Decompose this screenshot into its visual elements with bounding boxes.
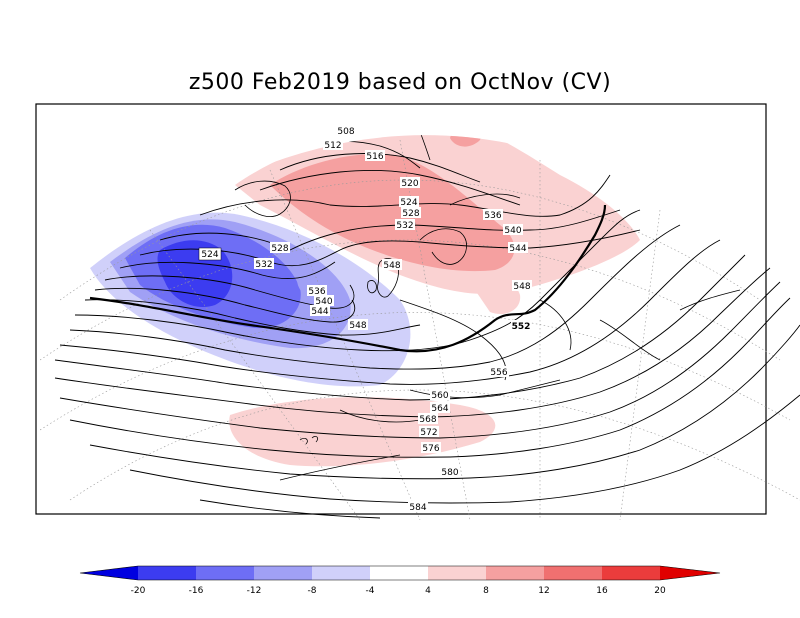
svg-text:532: 532: [255, 260, 272, 270]
contour-label: 560: [430, 389, 450, 401]
contour-label: 532: [395, 219, 415, 231]
colorbar-left-triangle: [80, 566, 138, 580]
contour-labels: 508 512 516 520 524 528 532 536 540 544 …: [198, 125, 532, 513]
svg-text:532: 532: [396, 221, 413, 231]
svg-text:540: 540: [504, 226, 521, 236]
contour-label: 528: [270, 242, 290, 254]
positive-anomaly: [270, 154, 515, 272]
contour-label: 584: [408, 501, 428, 513]
contour-label: 524: [399, 196, 419, 208]
svg-text:548: 548: [383, 261, 400, 271]
colorbar-swatch: [138, 566, 196, 580]
colorbar-tick: 12: [538, 586, 549, 596]
map-title: z500 Feb2019 based on OctNov (CV): [188, 70, 612, 95]
svg-text:564: 564: [431, 404, 448, 414]
graticule: [40, 139, 800, 520]
contour-label: 536: [483, 209, 503, 221]
positive-anomaly-east: [475, 280, 521, 315]
svg-text:512: 512: [324, 141, 341, 151]
svg-text:528: 528: [271, 244, 288, 254]
contour-label: 568: [418, 413, 438, 425]
colorbar-tick: 8: [483, 586, 489, 596]
colorbar-swatch: [428, 566, 486, 580]
svg-text:508: 508: [337, 127, 354, 137]
colorbar-swatch: [312, 566, 370, 580]
colorbar-tick: -8: [308, 586, 317, 596]
svg-text:524: 524: [201, 250, 218, 260]
colorbar-swatch: [544, 566, 602, 580]
svg-text:568: 568: [419, 415, 436, 425]
colorbar-tick: -20: [131, 586, 146, 596]
svg-text:528: 528: [402, 209, 419, 219]
svg-text:544: 544: [509, 244, 526, 254]
colorbar-tick: 16: [596, 586, 608, 596]
positive-anomaly-ne: [450, 135, 481, 147]
svg-text:576: 576: [422, 444, 439, 454]
svg-text:556: 556: [490, 368, 507, 378]
svg-text:552: 552: [512, 322, 531, 332]
contour-label: 508: [336, 125, 356, 137]
svg-text:548: 548: [349, 321, 366, 331]
height-contours: [54, 135, 800, 519]
contour-label: 552: [511, 320, 531, 332]
svg-text:544: 544: [311, 307, 328, 317]
contour-label: 572: [419, 426, 439, 438]
colorbar-swatch: [254, 566, 312, 580]
svg-text:540: 540: [315, 297, 332, 307]
colorbar-swatch: [602, 566, 660, 580]
colorbar-right-triangle: [660, 566, 720, 580]
contour-label: 580: [440, 466, 460, 478]
contour-label: 540: [503, 224, 523, 236]
contour-label: 540: [314, 295, 334, 307]
svg-text:560: 560: [431, 391, 448, 401]
contour-label: 548: [382, 259, 402, 271]
svg-text:584: 584: [409, 503, 426, 513]
contour-label: 556: [489, 366, 509, 378]
colorbar-tick: -4: [366, 586, 375, 596]
contour-label: 524: [198, 247, 222, 261]
contour-label: 516: [365, 150, 385, 162]
contour-label: 528: [401, 207, 421, 219]
svg-text:572: 572: [420, 428, 437, 438]
svg-text:516: 516: [366, 152, 383, 162]
contour-label: 520: [400, 177, 420, 189]
svg-text:580: 580: [441, 468, 458, 478]
contour-label: 544: [508, 242, 528, 254]
contour-label: 564: [430, 402, 450, 414]
contour-label: 544: [310, 305, 330, 317]
contour-label: 536: [307, 285, 327, 297]
svg-text:548: 548: [513, 282, 530, 292]
colorbar-tick: 20: [654, 586, 666, 596]
svg-text:536: 536: [308, 287, 325, 297]
contour-label: 576: [421, 442, 441, 454]
colorbar-tick: 4: [425, 586, 431, 596]
colorbar-swatch: [370, 566, 428, 580]
colorbar-tick: -16: [189, 586, 204, 596]
colorbar-swatch: [196, 566, 254, 580]
colorbar: -20 -16 -12 -8 -4 4 8 12 16 20: [79, 565, 721, 596]
contour-552-thick: [89, 204, 607, 353]
colorbar-swatch: [486, 566, 544, 580]
svg-text:536: 536: [484, 211, 501, 221]
contour-label: 548: [512, 280, 532, 292]
contour-label: 512: [323, 139, 343, 151]
contour-label: 548: [348, 319, 368, 331]
contour-label: 532: [254, 258, 274, 270]
svg-text:524: 524: [400, 198, 417, 208]
colorbar-tick: -12: [247, 586, 262, 596]
svg-text:520: 520: [401, 179, 418, 189]
